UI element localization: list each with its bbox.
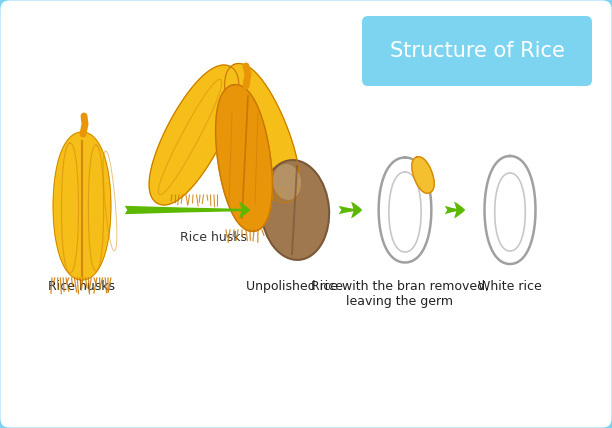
Text: Rice with the bran removed,
leaving the germ: Rice with the bran removed, leaving the … bbox=[311, 280, 489, 308]
Polygon shape bbox=[412, 157, 434, 193]
Text: Structure of Rice: Structure of Rice bbox=[390, 41, 564, 61]
Text: Rice husks: Rice husks bbox=[48, 280, 116, 293]
Text: White rice: White rice bbox=[478, 280, 542, 293]
Text: Unpolished rice: Unpolished rice bbox=[247, 280, 343, 293]
Polygon shape bbox=[485, 156, 536, 264]
Polygon shape bbox=[215, 85, 272, 232]
Ellipse shape bbox=[261, 160, 329, 260]
Polygon shape bbox=[379, 158, 431, 262]
Ellipse shape bbox=[273, 164, 301, 200]
Polygon shape bbox=[149, 65, 239, 205]
FancyBboxPatch shape bbox=[362, 16, 592, 86]
Polygon shape bbox=[225, 63, 299, 202]
Polygon shape bbox=[53, 132, 111, 280]
Text: Rice husks: Rice husks bbox=[181, 231, 247, 244]
